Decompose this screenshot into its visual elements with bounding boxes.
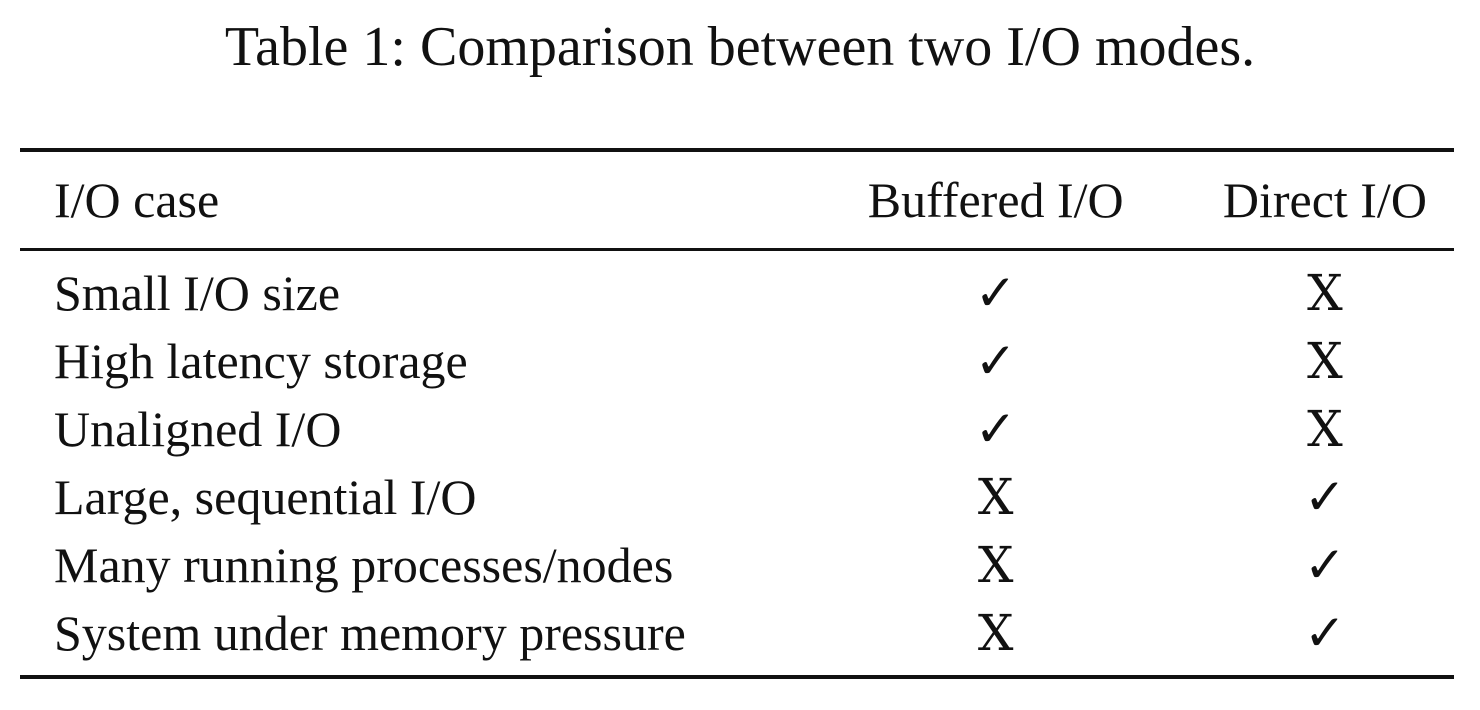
row-label: Large, sequential I/O bbox=[54, 469, 477, 525]
direct-io-cell: X bbox=[1307, 400, 1343, 458]
direct-io-cell: X bbox=[1307, 264, 1343, 322]
buffered-io-cell: ✓ bbox=[974, 264, 1017, 322]
table-row: High latency storage ✓ X bbox=[20, 327, 1454, 395]
buffered-io-cell: X bbox=[977, 604, 1014, 662]
row-label: Many running processes/nodes bbox=[54, 537, 674, 593]
table-row: Small I/O size ✓ X bbox=[20, 250, 1454, 328]
direct-io-cell: ✓ bbox=[1303, 536, 1346, 594]
direct-io-cell: ✓ bbox=[1303, 604, 1346, 662]
table-row: Unaligned I/O ✓ X bbox=[20, 395, 1454, 463]
header-direct-io: Direct I/O bbox=[1222, 172, 1427, 228]
comparison-table: I/O case Buffered I/O Direct I/O Small I… bbox=[20, 148, 1454, 679]
table-row: Large, sequential I/O X ✓ bbox=[20, 463, 1454, 531]
buffered-io-cell: X bbox=[977, 468, 1014, 526]
direct-io-cell: X bbox=[1307, 332, 1343, 390]
header-io-case: I/O case bbox=[54, 172, 220, 228]
table-caption: Table 1: Comparison between two I/O mode… bbox=[224, 16, 1256, 78]
row-label: System under memory pressure bbox=[54, 605, 686, 661]
table-body: Small I/O size ✓ X High latency storage … bbox=[20, 250, 1454, 677]
table-row: System under memory pressure X ✓ bbox=[20, 599, 1454, 677]
buffered-io-cell: ✓ bbox=[974, 332, 1017, 390]
header-row: I/O case Buffered I/O Direct I/O bbox=[20, 150, 1454, 250]
table-row: Many running processes/nodes X ✓ bbox=[20, 531, 1454, 599]
buffered-io-cell: ✓ bbox=[974, 400, 1017, 458]
buffered-io-cell: X bbox=[977, 536, 1014, 594]
row-label: High latency storage bbox=[54, 333, 468, 389]
table-header: I/O case Buffered I/O Direct I/O bbox=[20, 150, 1454, 250]
direct-io-cell: ✓ bbox=[1303, 468, 1346, 526]
comparison-table-container: I/O case Buffered I/O Direct I/O Small I… bbox=[20, 148, 1454, 679]
header-buffered-io: Buffered I/O bbox=[867, 172, 1124, 228]
row-label: Unaligned I/O bbox=[54, 401, 342, 457]
row-label: Small I/O size bbox=[54, 265, 341, 321]
